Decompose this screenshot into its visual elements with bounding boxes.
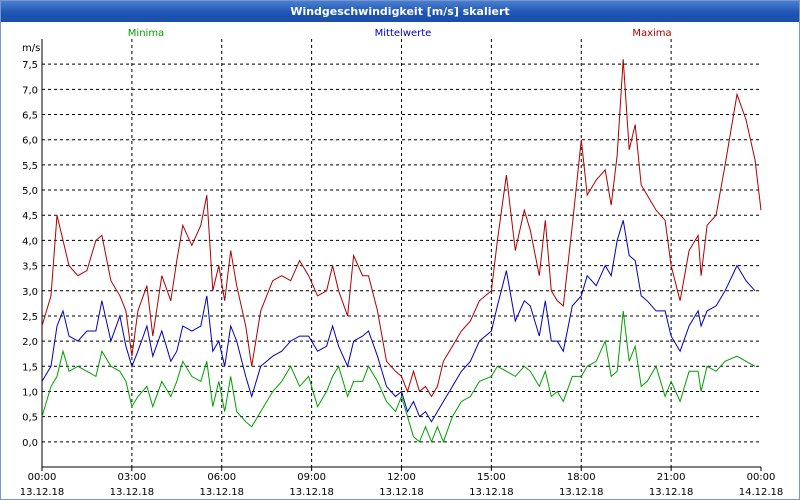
x-tick-time: 00:00	[747, 472, 776, 483]
y-tick-label: 3,5	[22, 262, 38, 273]
x-tick-date: 13.12.18	[559, 487, 604, 498]
series-line-maxima	[41, 59, 762, 398]
x-tick-date: 13.12.18	[469, 487, 514, 498]
legend: Minima Mittelwerte Maxima	[128, 28, 672, 39]
y-tick-label: 3,0	[22, 287, 38, 298]
y-tick-label: 6,0	[22, 136, 38, 147]
x-tick-date: 13.12.18	[199, 487, 244, 498]
x-tick-time: 12:00	[387, 472, 416, 483]
axes	[41, 39, 762, 471]
y-tick-label: 1,5	[22, 362, 38, 373]
series-line-mittelwerte	[41, 220, 756, 423]
x-tick-time: 09:00	[297, 472, 326, 483]
x-tick-time: 06:00	[207, 472, 236, 483]
x-tick-date: 13.12.18	[110, 487, 155, 498]
y-tick-label: 4,0	[22, 236, 38, 247]
x-tick-time: 21:00	[657, 472, 686, 483]
x-tick-date: 13.12.18	[649, 487, 694, 498]
y-tick-label: 2,5	[22, 312, 38, 323]
y-tick-label: 5,0	[22, 186, 38, 197]
legend-maxima: Maxima	[632, 28, 671, 39]
y-tick-label: 4,5	[22, 211, 38, 222]
y-tick-label: 2,0	[22, 337, 38, 348]
y-tick-label: 7,0	[22, 85, 38, 96]
y-axis-label: m/s	[22, 43, 40, 54]
y-tick-label: 6,5	[22, 111, 38, 122]
series-line-minima	[41, 310, 756, 444]
series-lines	[41, 59, 762, 444]
x-tick-date: 13.12.18	[379, 487, 424, 498]
y-tick-label: 7,5	[22, 60, 38, 71]
y-tick-label: 1,0	[22, 387, 38, 398]
legend-mittelwerte: Mittelwerte	[375, 28, 432, 39]
x-tick-date: 13.12.18	[289, 487, 334, 498]
x-tick-time: 15:00	[477, 472, 506, 483]
x-tick-date: 14.12.18	[739, 487, 784, 498]
x-tick-date: 13.12.18	[20, 487, 65, 498]
legend-minima: Minima	[128, 28, 164, 39]
tick-labels: 0,0 0,5 1,0 1,5 2,0 2,5 3,0 3,5 4,0 4,5 5,0 5,5 6,0 6…	[20, 43, 784, 498]
chart-title: Windgeschwindigkeit [m/s] skaliert	[1, 1, 799, 22]
x-tick-time: 00:00	[28, 472, 57, 483]
grid	[42, 39, 761, 467]
y-tick-label: 5,5	[22, 161, 38, 172]
x-tick-time: 03:00	[117, 472, 146, 483]
y-tick-label: 0,0	[22, 438, 38, 449]
y-tick-label: 0,5	[22, 413, 38, 424]
x-tick-time: 18:00	[567, 472, 596, 483]
